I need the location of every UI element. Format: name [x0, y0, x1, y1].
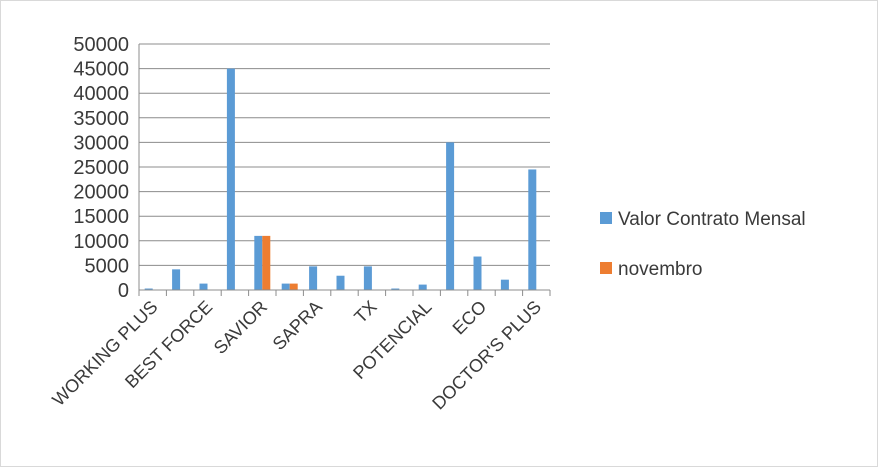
- bar: [172, 269, 181, 290]
- bar: [262, 235, 271, 290]
- bar: [336, 275, 345, 290]
- x-tick-label: SAPRA: [269, 297, 326, 354]
- legend-label-novembro: novembro: [618, 259, 703, 280]
- bar: [446, 142, 455, 290]
- y-tick-label: 25000: [73, 157, 129, 179]
- bar: [500, 279, 509, 290]
- bars: [144, 68, 537, 290]
- legend-label-valor-contrato-mensal: Valor Contrato Mensal: [618, 209, 806, 230]
- bar: [226, 68, 235, 290]
- bar: [144, 288, 153, 290]
- y-tick-label: 30000: [73, 132, 129, 154]
- y-tick-label: 20000: [73, 182, 129, 204]
- axes: [138, 44, 551, 296]
- y-tick-label: 0: [118, 280, 129, 302]
- x-tick-label: ECO: [449, 297, 491, 339]
- y-tick-label: 5000: [85, 255, 130, 277]
- bar: [289, 283, 298, 290]
- y-tick-label: 15000: [73, 206, 129, 228]
- legend-swatch-novembro: [600, 262, 612, 274]
- y-tick-label: 40000: [73, 83, 129, 105]
- bar: [199, 283, 208, 290]
- legend: Valor Contrato Mensal novembro: [600, 209, 806, 280]
- legend-swatch-valor-contrato-mensal: [600, 212, 612, 224]
- bar: [254, 235, 263, 290]
- x-tick-label: SAVIOR: [210, 297, 271, 358]
- y-tick-label: 10000: [73, 231, 129, 253]
- y-tick-label: 45000: [73, 59, 129, 81]
- bar: [391, 288, 400, 290]
- bar: [309, 266, 318, 290]
- bar: [418, 284, 427, 290]
- bar: [363, 266, 372, 290]
- y-tick-label: 35000: [73, 108, 129, 130]
- gridlines: [139, 43, 550, 266]
- x-tick-label: TX: [350, 297, 380, 327]
- y-tick-label: 50000: [73, 34, 129, 56]
- bar: [473, 256, 482, 290]
- bar: [281, 283, 290, 290]
- bar: [528, 169, 537, 290]
